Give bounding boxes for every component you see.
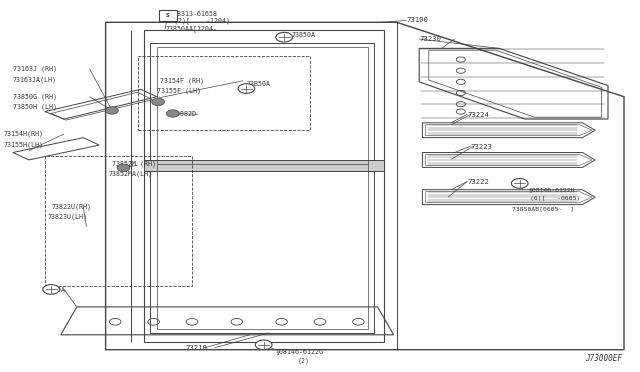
- Text: §08146-6122G: §08146-6122G: [275, 349, 323, 355]
- Text: 73852M (RH): 73852M (RH): [112, 160, 156, 167]
- Bar: [138, 56, 310, 130]
- Text: (2): (2): [298, 357, 310, 364]
- Text: 73224: 73224: [467, 112, 489, 118]
- Text: 73155F (LH): 73155F (LH): [157, 88, 201, 94]
- Circle shape: [117, 164, 130, 171]
- Circle shape: [511, 179, 528, 188]
- Text: 73100: 73100: [406, 17, 428, 23]
- Text: 73163J (RH): 73163J (RH): [13, 65, 57, 72]
- Text: 73850AA[1204-: 73850AA[1204-: [165, 26, 217, 32]
- Text: §08146-6122H: §08146-6122H: [528, 187, 575, 192]
- Text: 73210: 73210: [186, 345, 207, 351]
- Circle shape: [43, 285, 60, 294]
- Text: 73163JA(LH): 73163JA(LH): [13, 76, 57, 83]
- Text: 73154H(RH): 73154H(RH): [3, 131, 44, 137]
- Text: 73850H (LH): 73850H (LH): [13, 104, 57, 110]
- Text: 73223: 73223: [470, 144, 492, 150]
- Text: 73155H(LH): 73155H(LH): [3, 141, 44, 148]
- Text: 73882D: 73882D: [173, 111, 197, 117]
- Text: 73852MA(LH): 73852MA(LH): [109, 171, 153, 177]
- Text: S: S: [166, 13, 170, 18]
- Bar: [45, 156, 192, 286]
- Circle shape: [152, 98, 164, 106]
- Text: 73850G (RH): 73850G (RH): [13, 93, 57, 100]
- Circle shape: [166, 110, 179, 117]
- Text: 73822U(RH): 73822U(RH): [51, 203, 92, 210]
- Circle shape: [276, 32, 292, 42]
- Text: 73850A: 73850A: [42, 287, 65, 293]
- Text: 73230: 73230: [419, 36, 441, 42]
- Text: 73823U(LH): 73823U(LH): [48, 214, 88, 220]
- Text: (6)[   -0605): (6)[ -0605): [530, 196, 580, 201]
- Polygon shape: [144, 160, 384, 171]
- Text: 73850AB[0605-  ]: 73850AB[0605- ]: [512, 206, 574, 211]
- Text: (2)[    -1204): (2)[ -1204): [174, 17, 230, 24]
- Text: 73B50A: 73B50A: [246, 81, 270, 87]
- Text: 73154F (RH): 73154F (RH): [160, 77, 204, 84]
- Circle shape: [106, 107, 118, 114]
- Text: J73000EF: J73000EF: [585, 354, 622, 363]
- Circle shape: [238, 84, 255, 93]
- Circle shape: [255, 340, 272, 350]
- Text: 73850A: 73850A: [291, 32, 315, 38]
- Text: 73222: 73222: [467, 179, 489, 185]
- Bar: [159, 10, 177, 21]
- Text: §08313-61658: §08313-61658: [170, 10, 218, 16]
